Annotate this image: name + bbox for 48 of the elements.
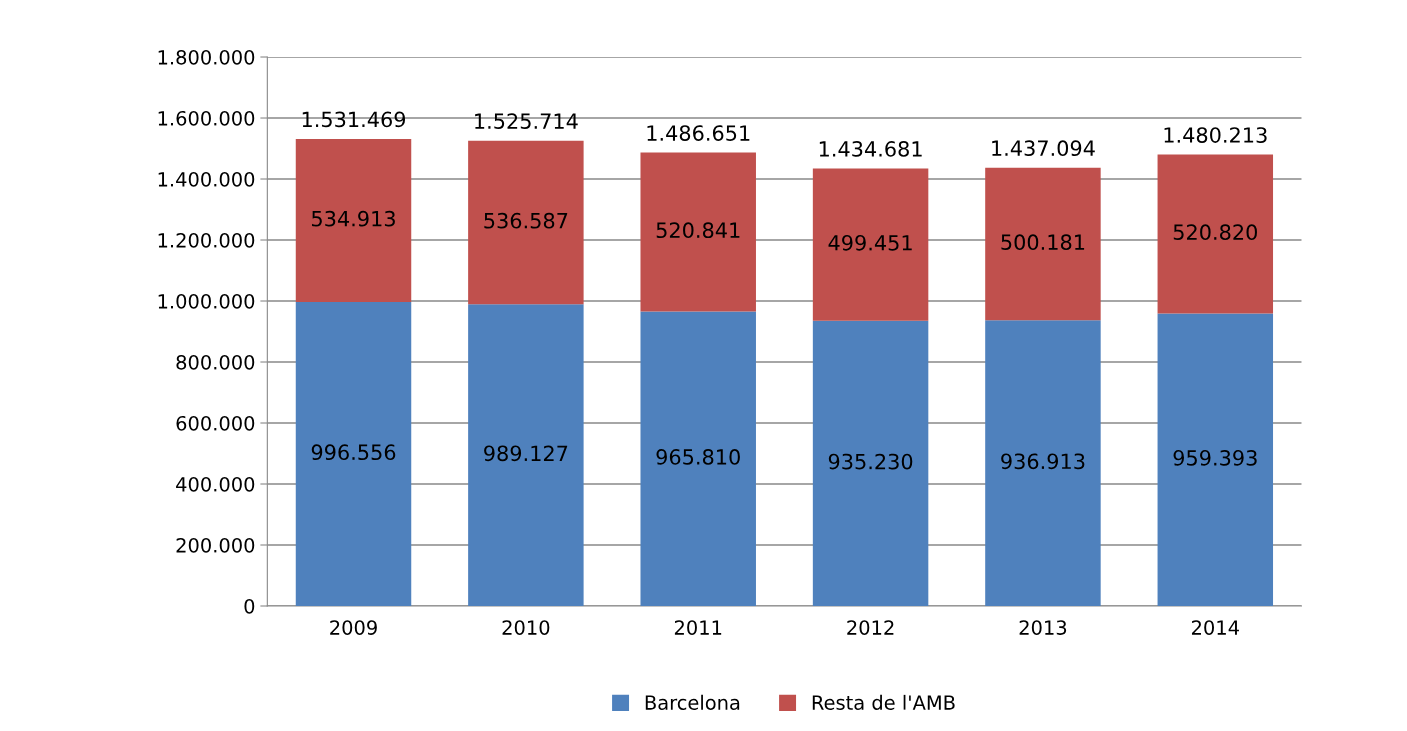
bar	[295, 302, 412, 606]
data-label: 996.556	[311, 444, 396, 461]
data-label: 965.810	[656, 449, 740, 465]
legend-label: Resta de l'AMB	[812, 694, 955, 710]
bar	[1157, 154, 1274, 314]
bar	[812, 320, 929, 606]
data-label: 936.913	[1001, 453, 1085, 470]
x-tick-label: 2011	[674, 620, 722, 635]
data-label: 499.451	[828, 234, 912, 251]
data-label: 520.820	[1173, 224, 1257, 241]
y-tick-label: 1.200.000	[158, 232, 255, 248]
bar	[640, 152, 756, 312]
bar	[985, 320, 1101, 606]
y-tick-label: 400.000	[176, 476, 255, 492]
x-tick-label: 2009	[330, 620, 377, 635]
y-tick-label: 1.600.000	[158, 110, 255, 126]
y-tick-label: 600.000	[176, 415, 255, 431]
y-tick-label: 1.800.000	[158, 49, 255, 65]
total-label: 1.531.469	[302, 111, 406, 128]
legend-label: Barcelona	[645, 694, 740, 710]
x-tick-label: 2010	[502, 620, 550, 635]
y-tick-label: 200.000	[176, 537, 255, 553]
bar	[812, 168, 929, 321]
y-tick-label: 0	[244, 598, 255, 614]
x-tick-label: 2014	[1191, 620, 1239, 635]
bar	[295, 138, 412, 303]
bar	[1157, 313, 1274, 606]
total-label: 1.486.651	[647, 125, 750, 141]
data-label: 500.181	[1001, 234, 1085, 251]
data-label: 536.587	[484, 212, 568, 229]
data-label: 935.230	[828, 453, 913, 470]
data-label: 959.393	[1173, 449, 1257, 466]
y-tick-label: 1.400.000	[158, 171, 255, 187]
y-tick-label: 1.000.000	[158, 293, 255, 309]
data-label: 989.127	[484, 445, 568, 462]
bar	[468, 140, 584, 305]
total-label: 1.480.213	[1164, 127, 1267, 143]
total-label: 1.434.681	[819, 141, 922, 157]
x-tick-label: 2013	[1019, 620, 1067, 635]
x-tick-label: 2012	[847, 620, 894, 635]
bar	[640, 311, 756, 606]
total-label: 1.437.094	[992, 140, 1095, 157]
total-label: 1.525.714	[475, 113, 578, 130]
bar	[468, 304, 584, 606]
data-label: 534.913	[312, 210, 395, 227]
bar	[985, 167, 1101, 321]
y-tick-label: 800.000	[176, 354, 255, 370]
data-label: 520.841	[656, 222, 740, 239]
